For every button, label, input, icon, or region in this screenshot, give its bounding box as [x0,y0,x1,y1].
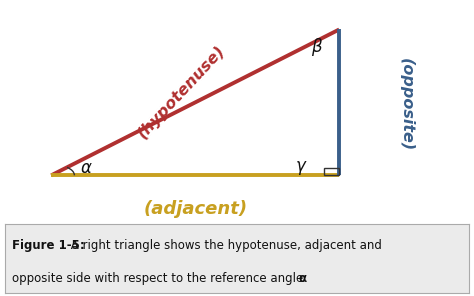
Text: opposite side with respect to the reference angle: opposite side with respect to the refere… [12,272,307,285]
Text: $\beta$: $\beta$ [311,36,323,58]
Text: $\gamma$: $\gamma$ [295,159,307,177]
Text: $\mathbf{\alpha}$: $\mathbf{\alpha}$ [298,272,308,285]
Text: (hypotenuse): (hypotenuse) [135,42,228,141]
Text: A right triangle shows the hypotenuse, adjacent and: A right triangle shows the hypotenuse, a… [66,239,382,252]
Text: $\alpha$: $\alpha$ [80,159,92,177]
Text: (opposite): (opposite) [399,58,414,151]
Text: Figure 1-5:: Figure 1-5: [12,239,84,252]
Text: (adjacent): (adjacent) [143,200,247,218]
